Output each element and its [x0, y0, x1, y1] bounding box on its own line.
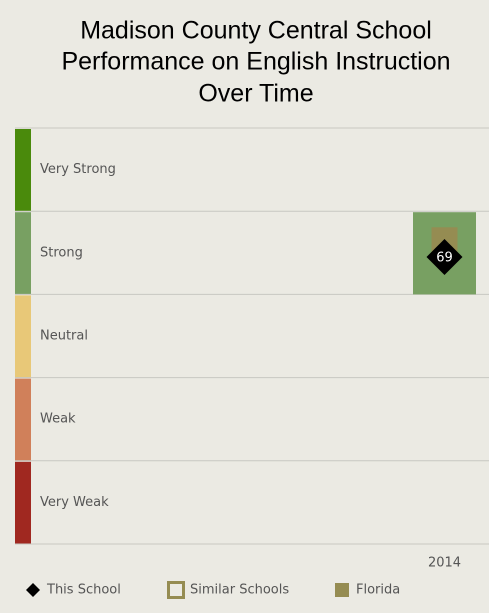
school-mark: [426, 238, 463, 275]
legend-swatch: [167, 581, 185, 599]
band-strip: [15, 461, 31, 544]
legend-swatch: [26, 583, 40, 597]
band-label: Very Weak: [40, 495, 109, 510]
legend-label: Similar Schools: [190, 583, 289, 598]
band-label: Weak: [40, 412, 76, 427]
chart-title: Madison County Central School: [80, 17, 432, 45]
band-label: Neutral: [40, 329, 88, 344]
band-strip: [15, 378, 31, 461]
chart-title: Performance on English Instruction: [61, 48, 450, 76]
data-label: 69: [436, 250, 453, 265]
band-label: Very Strong: [40, 162, 116, 177]
chart-title: Over Time: [198, 80, 313, 108]
x-tick-label: 2014: [428, 556, 461, 571]
band-strip: [15, 295, 31, 378]
legend-label: This School: [46, 583, 121, 598]
legend-label: Florida: [356, 583, 400, 598]
legend-swatch: [335, 583, 349, 597]
band-strip: [15, 129, 31, 212]
band-strip: [15, 212, 31, 295]
band-label: Strong: [40, 245, 83, 260]
